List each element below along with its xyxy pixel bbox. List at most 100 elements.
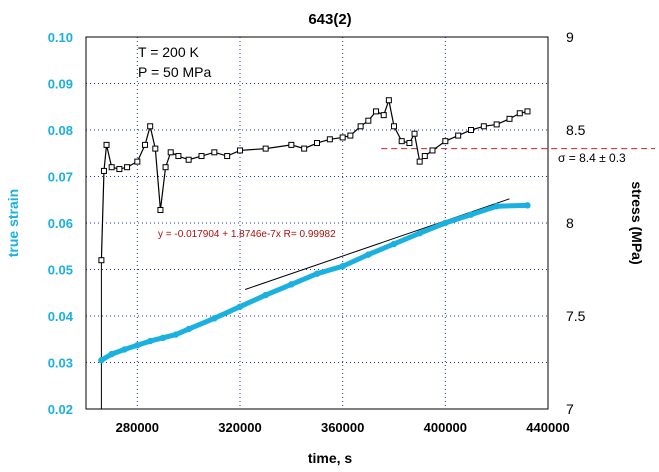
strain-point-17 <box>442 219 449 227</box>
y-right-tick-label-0: 7 <box>566 401 574 417</box>
stress-point-2 <box>103 141 110 148</box>
stress-point-45 <box>524 108 531 115</box>
strain-point-7 <box>185 325 192 333</box>
temperature-annotation: T = 200 K <box>138 44 200 60</box>
stress-point-39 <box>455 132 462 139</box>
y-left-tick-label-5: 0.07 <box>48 170 73 185</box>
stress-point-42 <box>493 121 500 128</box>
strain-point-4 <box>146 337 154 345</box>
series <box>98 97 655 409</box>
strain-point-18 <box>467 211 475 218</box>
stress-point-8 <box>147 123 154 130</box>
stress-point-6 <box>134 158 141 165</box>
strain-point-11 <box>288 281 295 288</box>
y-left-tick-label-2: 0.04 <box>48 309 74 324</box>
y-left-tick-label-4: 0.06 <box>48 216 73 231</box>
stress-point-18 <box>237 147 243 154</box>
strain-point-1 <box>108 350 115 358</box>
strain-point-3 <box>134 342 141 349</box>
x-tick-label-3: 400000 <box>424 420 467 435</box>
y-left-tick-label-3: 0.05 <box>48 263 73 278</box>
stress-point-14 <box>185 156 192 163</box>
stress-point-1 <box>100 167 107 174</box>
stress-point-4 <box>116 166 123 173</box>
strain-point-15 <box>390 240 398 248</box>
strain-point-8 <box>211 315 218 322</box>
strain-point-6 <box>172 331 180 338</box>
stress-point-15 <box>198 153 205 160</box>
strain-point-16 <box>416 230 423 237</box>
right-axis-ticks: 7 7.5 8 8.5 9 <box>566 29 586 417</box>
stress-point-7 <box>142 141 149 148</box>
stress-point-13 <box>175 153 182 160</box>
stress-series-line <box>100 97 528 261</box>
y-left-tick-label-6: 0.08 <box>48 123 73 138</box>
stress-point-44 <box>516 110 523 117</box>
strain-point-5 <box>159 334 167 342</box>
stress-point-33 <box>406 140 413 147</box>
x-tick-label-4: 440000 <box>526 420 569 435</box>
x-tick-label-0: 280000 <box>116 420 159 435</box>
y-left-tick-label-7: 0.09 <box>48 77 73 92</box>
strain-point-0 <box>98 356 105 364</box>
x-tick-label-2: 360000 <box>321 420 364 435</box>
y-left-tick-label-0: 0.02 <box>48 402 73 417</box>
plot-frame <box>85 36 549 410</box>
stress-point-41 <box>480 123 487 130</box>
x-tick-label-1: 320000 <box>218 420 261 435</box>
stress-point-22 <box>314 140 320 147</box>
strain-point-10 <box>262 291 269 299</box>
stress-point-25 <box>347 132 354 139</box>
x-axis-ticks: 280000 320000 360000 400000 440000 <box>116 420 570 435</box>
stress-point-36 <box>421 153 428 160</box>
grid <box>86 37 548 409</box>
stress-point-31 <box>391 123 397 130</box>
y-right-tick-label-1: 7.5 <box>566 308 586 324</box>
stress-point-40 <box>468 127 474 133</box>
x-axis-label: time, s <box>308 450 353 466</box>
stress-point-23 <box>326 136 333 143</box>
stress-point-24 <box>339 134 346 141</box>
left-axis-ticks: 0.02 0.03 0.04 0.05 0.06 0.07 0.08 0.09 0.10 <box>48 30 74 417</box>
stress-point-28 <box>373 108 380 115</box>
stress-point-29 <box>380 112 387 119</box>
stress-point-19 <box>262 145 269 152</box>
strain-point-9 <box>236 303 244 310</box>
strain-point-14 <box>365 251 372 258</box>
stress-point-17 <box>224 153 231 160</box>
stress-point-12 <box>167 149 174 156</box>
stress-point-37 <box>429 147 436 154</box>
y-right-tick-label-2: 8 <box>566 215 574 231</box>
stress-point-3 <box>108 164 115 171</box>
stress-point-32 <box>398 138 405 145</box>
stress-point-27 <box>365 117 372 124</box>
stress-point-35 <box>416 158 423 165</box>
y-right-tick-label-3: 8.5 <box>566 122 586 138</box>
stress-point-9 <box>152 145 159 152</box>
y-axis-label-right: stress (MPa) <box>629 181 645 264</box>
chart-title: 643(2) <box>308 11 351 28</box>
stress-point-5 <box>124 164 131 171</box>
sigma-annotation: σ = 8.4 ± 0.3 <box>558 151 626 165</box>
stress-point-10 <box>157 206 164 213</box>
strain-point-12 <box>313 270 321 277</box>
strain-point-20 <box>524 202 531 209</box>
y-left-tick-label-8: 0.10 <box>48 30 73 45</box>
stress-point-11 <box>162 164 169 171</box>
strain-point-2 <box>121 346 128 353</box>
y-right-tick-label-4: 9 <box>566 29 574 45</box>
pressure-annotation: P = 50 MPa <box>138 64 212 80</box>
stress-point-26 <box>357 123 364 130</box>
stress-point-21 <box>301 145 308 152</box>
y-left-tick-label-1: 0.03 <box>48 356 73 371</box>
strain-point-13 <box>339 263 346 270</box>
stress-point-30 <box>385 97 392 104</box>
fit-equation: y = -0.017904 + 1.8746e-7x R= 0.99982 <box>158 229 336 240</box>
stress-point-0 <box>98 257 105 264</box>
stress-point-20 <box>288 141 295 148</box>
stress-point-38 <box>442 138 449 145</box>
stress-point-43 <box>506 115 513 122</box>
y-axis-label-left: true strain <box>5 189 21 257</box>
strain-point-19 <box>493 203 500 210</box>
